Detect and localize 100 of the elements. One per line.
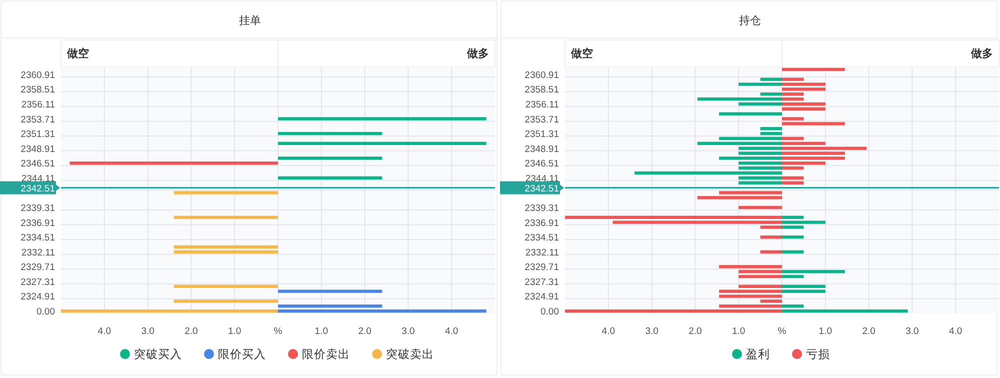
x-tick-label: 1.0 bbox=[732, 326, 746, 337]
y-tick-label: 2332.11 bbox=[21, 247, 55, 258]
y-tick-label: 2353.71 bbox=[20, 114, 55, 126]
legend-label: 限价卖出 bbox=[302, 348, 350, 361]
y-tick-label: 2346.51 bbox=[20, 158, 55, 170]
bar bbox=[782, 102, 826, 106]
bar bbox=[782, 176, 804, 180]
y-tick-label: 2351.31 bbox=[524, 129, 559, 140]
y-tick-label: 2336.91 bbox=[524, 218, 559, 229]
y-tick-label: 2356.11 bbox=[525, 99, 559, 110]
legend-label: 突破卖出 bbox=[386, 347, 434, 361]
bar bbox=[278, 117, 486, 120]
x-tick-label: 3.0 bbox=[645, 326, 658, 337]
bar bbox=[174, 250, 278, 254]
bar bbox=[760, 127, 782, 130]
bar bbox=[174, 191, 278, 194]
y-tick-label: 2360.91 bbox=[524, 70, 559, 81]
x-tick-label: 4.0 bbox=[602, 326, 616, 337]
bar bbox=[738, 274, 782, 278]
bar bbox=[278, 142, 486, 146]
y-tick-label: 2339.31 bbox=[20, 203, 55, 214]
bar bbox=[719, 136, 782, 140]
bar bbox=[760, 250, 782, 254]
bar bbox=[278, 290, 382, 293]
bar bbox=[565, 309, 782, 313]
y-tick-label: 2334.51 bbox=[20, 232, 55, 244]
bar bbox=[738, 176, 782, 180]
chart-title: 挂单 bbox=[239, 14, 261, 27]
y-tick-label: 2358.51 bbox=[524, 84, 559, 96]
x-tick-label: 2.0 bbox=[184, 326, 198, 337]
text: 做多 bbox=[466, 47, 489, 60]
y-tick-label: 2332.11 bbox=[525, 247, 559, 258]
y-tick-label: 2339.31 bbox=[524, 203, 559, 214]
text: 做空 bbox=[66, 47, 89, 60]
bar bbox=[782, 68, 845, 72]
bar bbox=[782, 270, 845, 274]
y-tick-label: 2351.31 bbox=[20, 129, 55, 140]
bar bbox=[174, 300, 278, 303]
bar bbox=[278, 156, 382, 160]
bar bbox=[278, 304, 382, 308]
legend-label: 亏损 bbox=[806, 348, 830, 361]
x-tick-label: 3.0 bbox=[141, 326, 154, 337]
x-tick-label: 3.0 bbox=[906, 326, 919, 337]
bar bbox=[760, 235, 782, 239]
bar bbox=[782, 97, 804, 101]
chart-title: 持仓 bbox=[739, 15, 761, 27]
bar bbox=[782, 309, 908, 313]
legend-label: 限价买入 bbox=[218, 347, 266, 361]
bar bbox=[782, 136, 804, 140]
y-tick-label: 2344.11 bbox=[21, 173, 55, 184]
bar bbox=[782, 166, 804, 170]
bar bbox=[738, 206, 782, 210]
bar bbox=[174, 245, 278, 249]
bar bbox=[174, 284, 278, 288]
y-tick-label: 2329.71 bbox=[20, 262, 55, 274]
y-tick-label: 2353.71 bbox=[524, 114, 559, 126]
bar bbox=[278, 176, 382, 180]
bar bbox=[278, 132, 382, 136]
bar bbox=[782, 274, 804, 278]
y-tick-label: 2329.71 bbox=[524, 262, 559, 274]
bar bbox=[70, 162, 278, 165]
x-tick-label: 4.0 bbox=[98, 326, 112, 337]
bar bbox=[738, 102, 782, 106]
bar bbox=[278, 309, 486, 313]
y-tick-label: 2324.91 bbox=[524, 292, 559, 303]
y-tick-label: 2346.51 bbox=[524, 158, 559, 170]
x-tick-label: 4.0 bbox=[948, 326, 962, 337]
y-tick-label: 2348.91 bbox=[524, 144, 559, 155]
bar bbox=[782, 250, 804, 254]
bar bbox=[61, 309, 278, 313]
bar bbox=[738, 181, 782, 184]
bar bbox=[634, 171, 782, 175]
y-tick-label: 2336.91 bbox=[20, 218, 55, 229]
bar bbox=[697, 97, 782, 101]
x-tick-label: 1.0 bbox=[314, 326, 328, 337]
x-tick-label: % bbox=[778, 326, 787, 337]
x-tick-label: 2.0 bbox=[862, 326, 876, 337]
x-tick-label: 1.0 bbox=[228, 326, 242, 337]
x-tick-label: 1.0 bbox=[818, 326, 832, 337]
legend-label: 突破买入 bbox=[134, 347, 182, 361]
y-tick-label: 2342.51 bbox=[20, 183, 55, 194]
x-tick-label: 3.0 bbox=[402, 326, 415, 337]
bar bbox=[738, 166, 782, 170]
text: 做多 bbox=[970, 47, 993, 60]
y-tick-label: 2327.31 bbox=[20, 276, 55, 288]
y-tick-label: 2324.91 bbox=[20, 292, 55, 303]
y-tick-label: 2327.31 bbox=[524, 276, 559, 288]
legend-label: 盈利 bbox=[746, 348, 770, 361]
bar bbox=[782, 304, 804, 308]
bar bbox=[782, 107, 826, 111]
bar bbox=[760, 132, 782, 136]
y-tick-label: 2348.91 bbox=[20, 144, 55, 155]
bar bbox=[174, 216, 278, 219]
bar bbox=[719, 112, 782, 116]
bar bbox=[782, 181, 804, 184]
y-tick-label: 2356.11 bbox=[21, 99, 55, 110]
y-tick-label: 0.00 bbox=[540, 306, 559, 318]
bar bbox=[760, 92, 782, 96]
x-tick-label: % bbox=[274, 326, 283, 337]
x-tick-label: 2.0 bbox=[358, 326, 372, 337]
